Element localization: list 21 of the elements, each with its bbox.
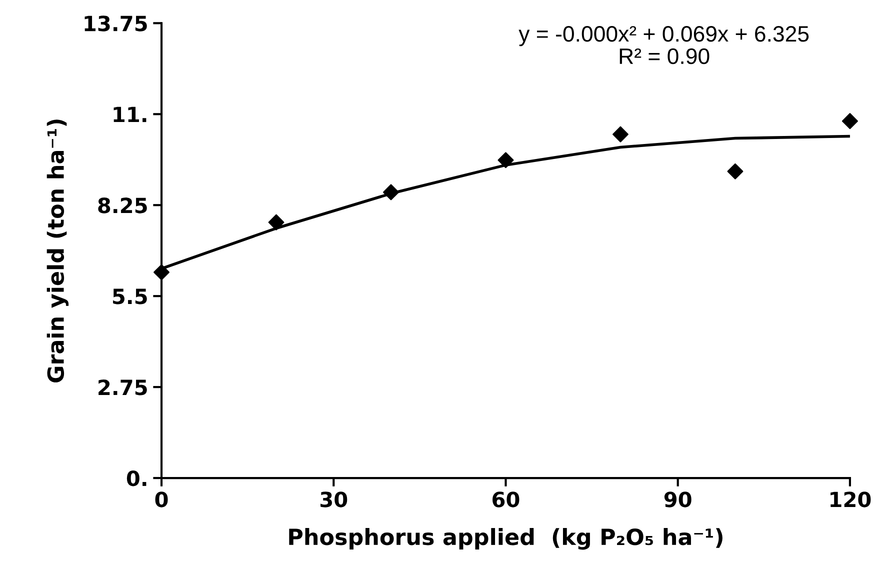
x-axis-title: Phosphorus applied (kg P₂O₅ ha⁻¹) (289, 528, 722, 550)
x-tick-label: 0 (155, 492, 168, 508)
x-tick-label: 60 (492, 492, 520, 508)
point (498, 152, 514, 168)
point (383, 184, 399, 200)
annotation: y = -0.000x² + 0.069x + 6.325 R² = 0.90 (518, 26, 809, 64)
x-tick-label: 90 (664, 492, 692, 508)
y-axis-title: Grain yield (ton ha⁻¹) (46, 120, 69, 382)
point (154, 264, 170, 280)
y-tick-label: 8.25 (98, 198, 147, 214)
point (727, 163, 744, 180)
y-tick-label: 13.75 (84, 16, 147, 32)
point (842, 113, 858, 130)
x-tick-label: 120 (830, 492, 871, 508)
y-tick-label: 5.5 (113, 288, 147, 304)
y-tick-label: 11. (114, 106, 146, 122)
y-tick-label: 0. (126, 470, 146, 486)
x-tick-label: 30 (320, 492, 348, 508)
point (612, 126, 628, 142)
point (268, 214, 284, 230)
y-tick-label: 2.75 (98, 380, 147, 396)
